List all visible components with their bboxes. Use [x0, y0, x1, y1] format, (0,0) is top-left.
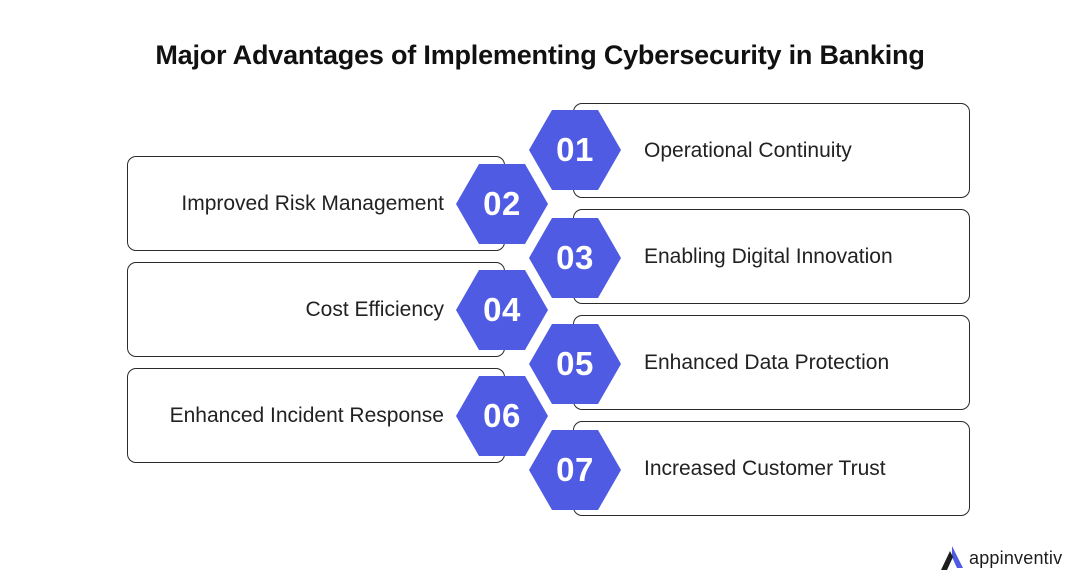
advantage-label: Improved Risk Management	[181, 191, 444, 215]
logo-text: appinventiv	[969, 547, 1063, 568]
advantage-card-03: Enabling Digital Innovation	[573, 209, 970, 304]
hexagon-number: 03	[556, 239, 594, 276]
hexagon-icon	[456, 164, 548, 244]
hexagon-icon	[529, 218, 621, 298]
appinventiv-logo-icon	[941, 546, 963, 570]
hexagon-badge-06: 06	[456, 376, 548, 456]
advantage-label: Enabling Digital Innovation	[644, 244, 893, 268]
advantage-label: Increased Customer Trust	[644, 456, 886, 480]
hexagon-number: 02	[483, 185, 521, 222]
hexagon-icon	[529, 430, 621, 510]
brand-logo: appinventiv	[941, 546, 1062, 570]
hexagon-icon	[456, 376, 548, 456]
advantage-label: Cost Efficiency	[305, 297, 445, 321]
hexagon-icon	[456, 270, 548, 350]
advantage-card-01: Operational Continuity	[573, 103, 970, 198]
advantage-label: Enhanced Data Protection	[644, 350, 890, 374]
advantage-card-04: Cost Efficiency	[127, 262, 505, 357]
advantage-card-06: Enhanced Incident Response	[127, 368, 505, 463]
hexagon-number: 05	[556, 345, 594, 382]
advantage-label: Enhanced Incident Response	[169, 403, 444, 427]
hexagon-number: 06	[483, 397, 521, 434]
hexagon-badge-03: 03	[529, 218, 621, 298]
hexagon-badge-01: 01	[529, 110, 621, 190]
hexagon-icon	[529, 110, 621, 190]
hexagon-number: 01	[556, 131, 594, 168]
advantage-label: Operational Continuity	[644, 138, 852, 162]
hexagon-badge-05: 05	[529, 324, 621, 404]
hexagon-number: 07	[556, 451, 594, 488]
advantage-card-07: Increased Customer Trust	[573, 421, 970, 516]
hexagon-badge-02: 02	[456, 164, 548, 244]
hexagon-icon	[529, 324, 621, 404]
page-title: Major Advantages of Implementing Cyberse…	[155, 40, 925, 70]
hexagon-badge-07: 07	[529, 430, 621, 510]
advantage-card-05: Enhanced Data Protection	[573, 315, 970, 410]
advantage-card-02: Improved Risk Management	[127, 156, 505, 251]
hexagon-badge-04: 04	[456, 270, 548, 350]
hexagon-number: 04	[483, 291, 521, 328]
